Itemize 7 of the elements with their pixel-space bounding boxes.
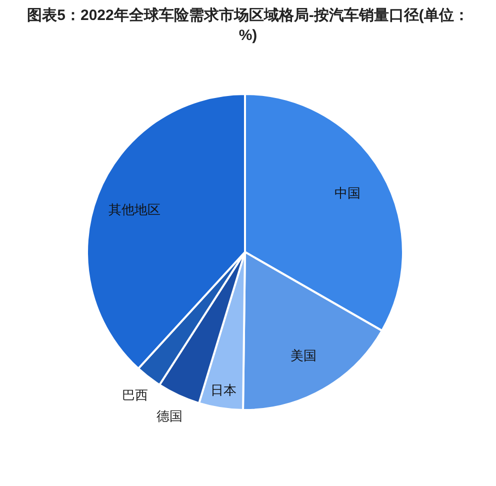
- slice-label: 美国: [290, 348, 317, 363]
- slice-label: 其他地区: [108, 202, 161, 218]
- slice-label: 巴西: [122, 388, 148, 403]
- slice-label: 日本: [210, 382, 237, 398]
- slice-label: 德国: [156, 408, 182, 424]
- slice-label: 中国: [334, 186, 361, 201]
- chart-title: 图表5：2022年全球车险需求市场区域格局-按汽车销量口径(单位：%): [26, 6, 470, 46]
